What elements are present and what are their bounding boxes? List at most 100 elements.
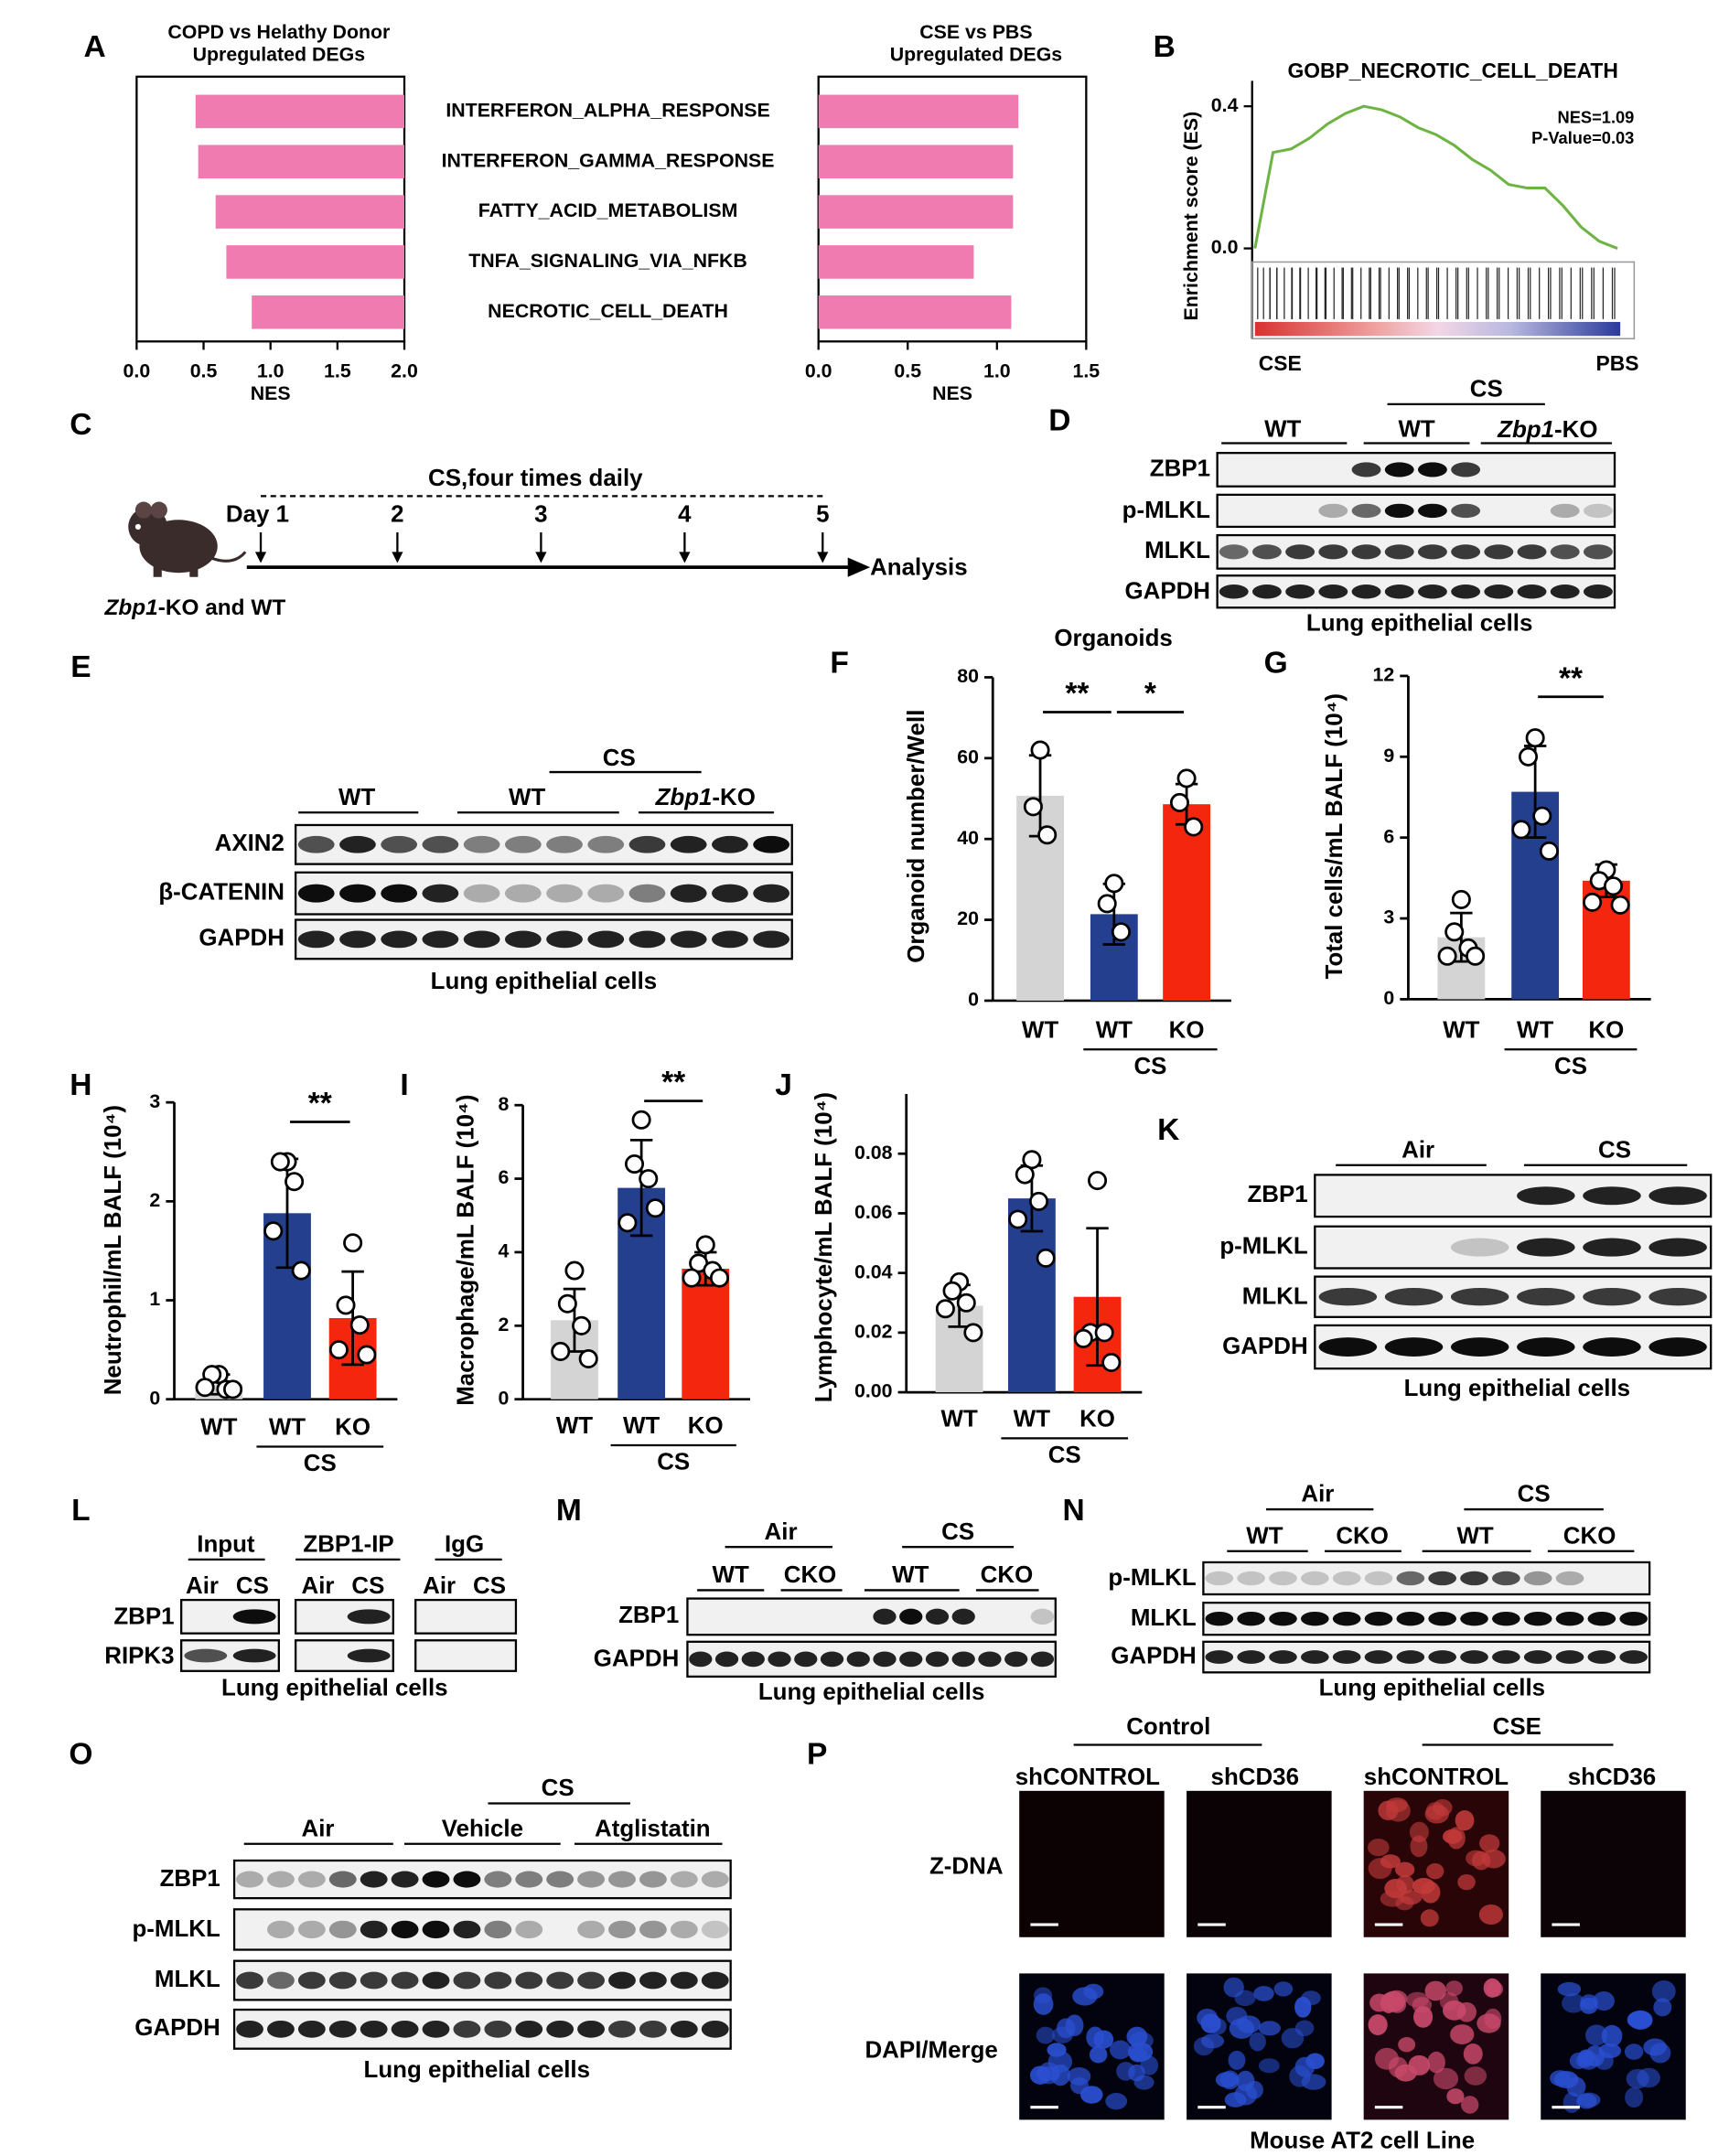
x-tick-label: WT xyxy=(556,1413,593,1439)
blot-band xyxy=(1351,585,1381,599)
data-point xyxy=(631,1110,651,1130)
blot-band xyxy=(1384,544,1414,560)
group-header: ZBP1-IP xyxy=(303,1532,393,1558)
lane-header: Zbp1-KO xyxy=(1497,417,1597,443)
blot-band xyxy=(232,1609,276,1625)
cell xyxy=(1385,1797,1408,1813)
blot-band xyxy=(1364,1571,1393,1586)
group-label: CS xyxy=(1554,1054,1587,1079)
blot-band xyxy=(504,884,542,903)
x-tick-label: WT xyxy=(941,1406,978,1432)
blot-band xyxy=(1364,1650,1393,1664)
group-header: CSE xyxy=(1493,1714,1541,1740)
cell xyxy=(1426,1862,1444,1880)
y-tick-label: 12 xyxy=(1372,664,1394,686)
data-point xyxy=(1583,892,1603,912)
row-label: DAPI/Merge xyxy=(864,2038,997,2064)
row-label: MLKL xyxy=(155,1967,220,1992)
blot-band xyxy=(360,1871,388,1888)
blot-band xyxy=(1351,462,1381,477)
row-label: RIPK3 xyxy=(104,1643,174,1668)
x-tick-label: KO xyxy=(688,1413,724,1439)
y-tick-label: 80 xyxy=(957,665,979,687)
lane-header: CKO xyxy=(1336,1523,1389,1549)
x-tick-label: KO xyxy=(335,1415,370,1441)
cell xyxy=(1258,2021,1281,2036)
y-axis-label: Neutrophil/mL BALF (10⁴) xyxy=(101,1105,126,1395)
bar xyxy=(818,295,1012,329)
blot-band xyxy=(670,2020,698,2038)
blot-band xyxy=(422,2020,450,2038)
data-point xyxy=(1169,792,1189,812)
arrow-head xyxy=(847,557,871,577)
blot-band xyxy=(1318,1287,1378,1306)
blot-band xyxy=(1550,585,1580,599)
y-tick-label: 0.08 xyxy=(854,1142,893,1164)
blot-band xyxy=(546,1871,575,1888)
group-header: CS xyxy=(542,1775,575,1801)
row-label: Z-DNA xyxy=(929,1853,1004,1879)
cell xyxy=(1483,1978,1501,1998)
blot-band xyxy=(422,1971,450,1990)
blot-band xyxy=(670,884,707,903)
data-point xyxy=(618,1213,638,1233)
data-point xyxy=(1176,768,1197,788)
data-point xyxy=(1101,1352,1122,1372)
day-label: 2 xyxy=(391,502,403,528)
blot-band xyxy=(422,930,459,949)
blot-band xyxy=(1555,1650,1584,1664)
blot-band xyxy=(1318,1337,1378,1357)
blot-band xyxy=(422,1920,450,1939)
cell xyxy=(1442,2000,1466,2021)
blot-band xyxy=(873,1608,897,1625)
group-header: CS xyxy=(941,1519,974,1545)
blot-band xyxy=(1484,544,1514,560)
blot-band xyxy=(1030,1608,1055,1625)
data-point xyxy=(1097,894,1117,914)
data-point xyxy=(291,1260,311,1281)
panel-letter: O xyxy=(69,1738,92,1772)
blot-band xyxy=(753,835,790,853)
blot-band xyxy=(328,1920,357,1939)
blot-band xyxy=(339,835,376,853)
y-tick-label: 3 xyxy=(149,1090,160,1112)
group-header: Air xyxy=(765,1519,798,1545)
category-label: INTERFERON_GAMMA_RESPONSE xyxy=(442,149,775,171)
rank-color-bar xyxy=(1254,321,1621,337)
cell xyxy=(1653,1998,1672,2017)
data-point xyxy=(328,1340,349,1360)
row-label: ZBP1 xyxy=(113,1604,174,1630)
data-point xyxy=(1104,874,1124,894)
group-header: CS xyxy=(1470,376,1503,402)
cell xyxy=(1433,2067,1459,2090)
blot-strip xyxy=(1314,1324,1713,1370)
cell xyxy=(1427,2051,1445,2074)
blot-band xyxy=(794,1651,818,1668)
row-label: GAPDH xyxy=(1111,1643,1197,1668)
x-tick-label: WT xyxy=(623,1413,660,1439)
blot-band xyxy=(1583,503,1613,519)
arrow-head xyxy=(535,552,547,563)
blot-band xyxy=(1396,1650,1425,1664)
x-tick-label: 1.0 xyxy=(257,359,285,381)
cell xyxy=(1301,1990,1321,2006)
blot-strip xyxy=(294,918,793,960)
blot-band xyxy=(1030,1651,1055,1668)
x-tick-label: 0.0 xyxy=(805,359,832,381)
column-label: shCD36 xyxy=(1211,1764,1299,1790)
data-point xyxy=(645,1198,665,1218)
blot-band xyxy=(1587,1650,1616,1664)
blot-band xyxy=(267,1920,295,1939)
x-end-label: CSE xyxy=(1259,351,1302,375)
group-header: Control xyxy=(1126,1714,1210,1740)
blot-band xyxy=(670,930,707,949)
significance-label: ** xyxy=(1065,677,1090,711)
cell xyxy=(1086,2026,1104,2048)
row-label: ZBP1 xyxy=(1247,1182,1307,1207)
data-point xyxy=(1610,895,1630,915)
cell xyxy=(1593,1990,1615,2011)
row-label: ZBP1 xyxy=(160,1866,220,1892)
cell xyxy=(1215,2072,1239,2088)
category-label: TNFA_SIGNALING_VIA_NFKB xyxy=(468,250,747,272)
